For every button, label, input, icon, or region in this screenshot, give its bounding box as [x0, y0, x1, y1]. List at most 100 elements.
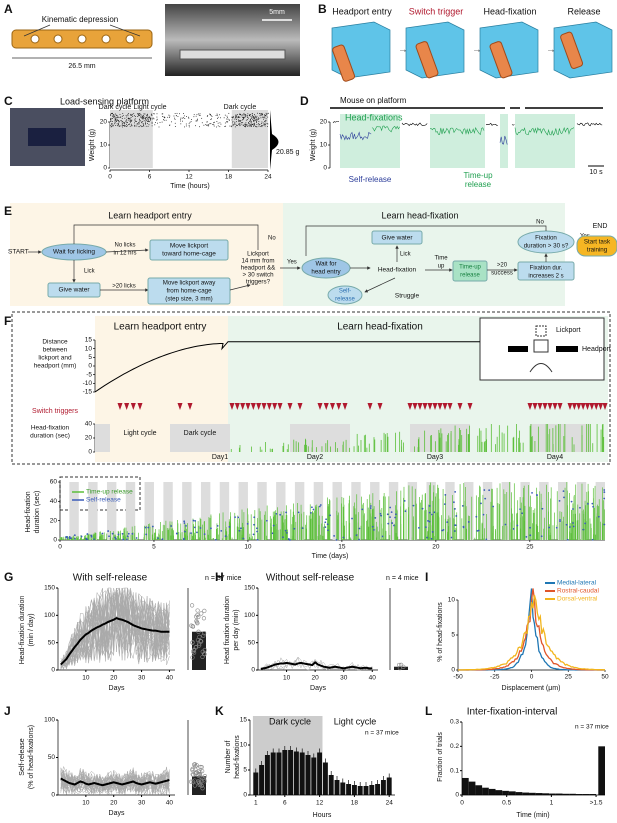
individual-curve	[60, 767, 170, 794]
bar	[276, 752, 282, 795]
weight-dot	[183, 113, 184, 114]
weight-dot	[225, 125, 227, 127]
bar	[508, 791, 516, 795]
trace	[511, 124, 515, 126]
weight-dot	[188, 123, 190, 125]
panel-label: D	[300, 94, 309, 108]
trace	[401, 122, 428, 127]
weight-dot	[146, 123, 148, 124]
label: Time-up release	[86, 489, 133, 496]
weight-dot	[260, 126, 262, 127]
self-release-dot	[237, 516, 240, 519]
weight-dot	[196, 113, 198, 115]
self-release-dot	[253, 516, 256, 519]
weight-dot	[246, 115, 248, 117]
switch-trigger	[272, 403, 278, 410]
dark-shade	[482, 482, 493, 540]
weight-dot	[164, 117, 166, 118]
label: Fraction of trials	[437, 732, 444, 782]
weight-dot	[116, 121, 117, 122]
weight-dot	[245, 116, 246, 118]
self-release-dot	[603, 523, 606, 526]
label: No licks	[114, 243, 135, 249]
weight-dot	[188, 125, 190, 126]
weight-dot	[123, 122, 125, 123]
weight-dot	[261, 114, 263, 116]
label: With self-release	[73, 573, 148, 584]
self-release-dot	[127, 532, 130, 535]
weight-dot	[239, 123, 241, 124]
label: Lickport	[247, 251, 269, 258]
self-release-dot	[145, 533, 148, 536]
weight-dot	[138, 122, 140, 124]
weight-dot	[148, 121, 149, 122]
x-tick-label: 50	[601, 674, 609, 681]
weight-dot	[118, 117, 120, 118]
weight-dot	[253, 117, 255, 119]
weight-dot	[144, 117, 146, 119]
bar	[535, 793, 543, 795]
weight-dot	[258, 118, 260, 119]
weight-dot	[235, 123, 237, 125]
weight-dot	[120, 120, 122, 121]
self-release-dot	[326, 523, 329, 526]
bar	[468, 781, 476, 795]
x-tick-label: 40	[166, 800, 174, 807]
self-release-dot	[101, 532, 104, 535]
weight-dot	[140, 120, 142, 122]
weight-dot	[242, 119, 244, 121]
label: Time (min)	[516, 812, 549, 819]
y-tick-label: 0	[251, 667, 255, 674]
weight-dot	[176, 112, 178, 114]
label: head-fixations	[234, 735, 241, 779]
self-release-dot	[333, 535, 336, 537]
fixation-shade	[515, 114, 575, 168]
self-release-dot	[86, 533, 89, 535]
weight-dot	[207, 124, 209, 126]
mouse-dot	[193, 767, 198, 772]
label: Learn head-fixation	[381, 210, 458, 220]
self-release-dot	[446, 521, 449, 524]
x-tick-label: -50	[453, 674, 463, 681]
y-tick-label: 150	[244, 585, 255, 592]
y-tick-label: 10	[240, 742, 248, 749]
weight-dot	[226, 115, 228, 117]
dark-shade	[388, 482, 399, 540]
self-release-dot	[266, 519, 268, 522]
switch-trigger	[427, 403, 433, 410]
switch-trigger	[589, 403, 595, 410]
weight-dot	[256, 121, 257, 122]
weight-dot	[141, 117, 143, 119]
bar	[495, 790, 503, 795]
x-tick-label: 0	[530, 674, 534, 681]
weight-dot	[264, 120, 265, 122]
weight-dot	[151, 115, 153, 116]
weight-dot	[209, 114, 211, 116]
label: Lick	[84, 269, 96, 275]
weight-dot	[143, 115, 144, 117]
x-tick-label: 12	[185, 174, 193, 181]
dark-shade	[464, 482, 474, 540]
weight-dot	[261, 126, 263, 128]
weight-dot	[243, 117, 244, 119]
bar	[562, 793, 570, 795]
weight-dot	[131, 123, 132, 125]
weight-dot	[193, 114, 195, 116]
weight-dot	[148, 117, 150, 119]
y-tick-label: 5	[88, 354, 92, 361]
self-release-dot	[275, 512, 278, 515]
weight-dot	[120, 125, 122, 127]
weight-dot	[149, 121, 150, 123]
weight-dot	[153, 113, 155, 114]
weight-dot	[111, 123, 113, 125]
weight-dot	[265, 123, 266, 125]
self-release-dot	[183, 520, 186, 523]
self-release-dot	[374, 517, 377, 519]
self-release-dot	[327, 529, 329, 532]
weight-dot	[128, 113, 130, 114]
weight-dot	[246, 124, 248, 125]
label: Time-up	[463, 171, 493, 180]
label: Learn headport entry	[114, 322, 207, 333]
label: Distance	[42, 339, 68, 346]
weight-dot	[182, 120, 183, 122]
